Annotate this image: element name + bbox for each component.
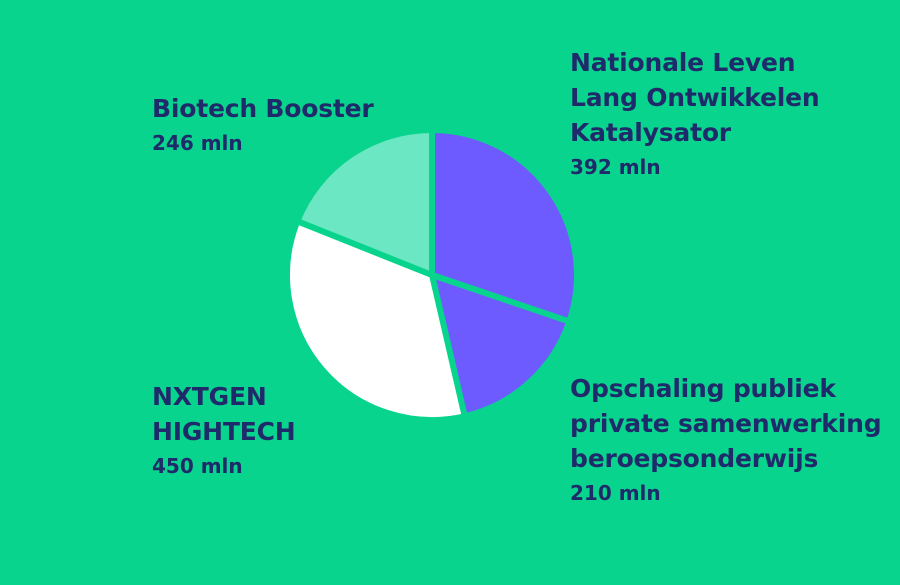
- slice-label-opschaling-publiek-private: Opschaling publiek private samenwerking …: [570, 371, 882, 508]
- pie-slice-0: [429, 127, 580, 325]
- slice-label-name: Biotech Booster: [152, 94, 374, 123]
- slice-label-nationale-leven-lang-ontwikkelen: Nationale Leven Lang Ontwikkelen Katalys…: [570, 45, 820, 182]
- slice-value-label: 392 mln: [570, 155, 661, 179]
- pie-slice-3: [294, 127, 435, 278]
- slice-value-label: 450 mln: [152, 454, 243, 478]
- pie-slice-1: [429, 272, 573, 420]
- slice-value-label: 210 mln: [570, 481, 661, 505]
- slice-label-name: NXTGEN HIGHTECH: [152, 382, 296, 446]
- slice-value-label: 246 mln: [152, 131, 243, 155]
- slice-label-nxtgen-hightech: NXTGEN HIGHTECH 450 mln: [152, 379, 296, 481]
- slice-label-name: Opschaling publiek private samenwerking …: [570, 374, 882, 473]
- slice-label-name: Nationale Leven Lang Ontwikkelen Katalys…: [570, 48, 820, 147]
- slice-label-biotech-booster: Biotech Booster 246 mln: [152, 91, 374, 158]
